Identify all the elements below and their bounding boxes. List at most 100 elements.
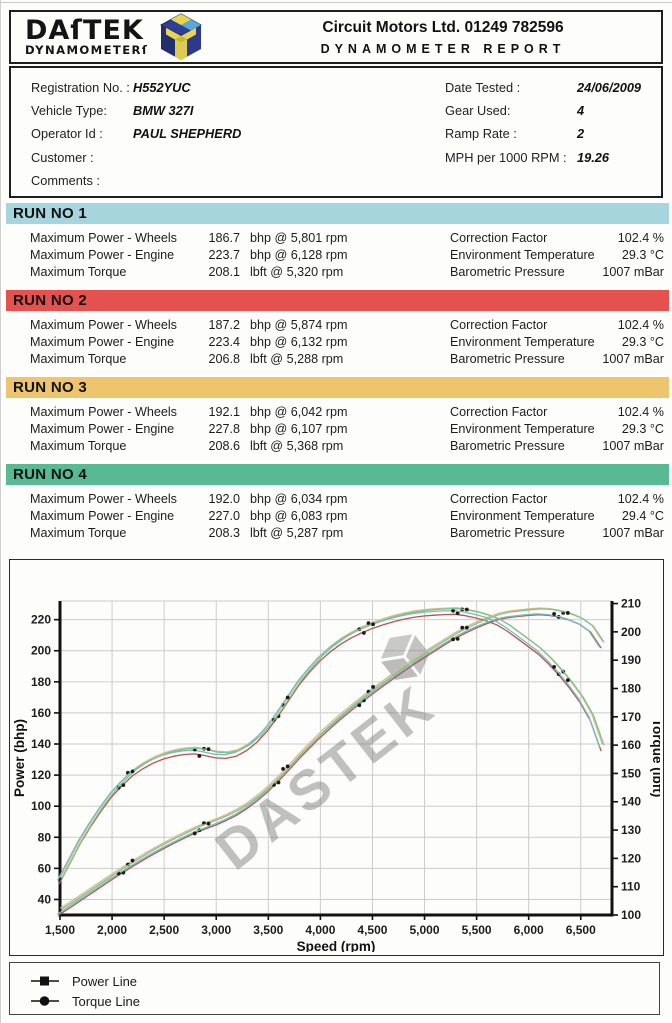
svg-text:5,000: 5,000 — [410, 923, 440, 937]
info-gear-used: Gear Used: 4 — [445, 103, 585, 118]
svg-text:60: 60 — [38, 861, 52, 875]
metric-row: Maximum Power - Engine 227.8 bhp @ 6,107 r… — [30, 421, 348, 436]
dastek-watermark: DASTEK — [204, 672, 448, 882]
metric-row: Maximum Power - Wheels 186.7 bhp @ 5,801 r… — [30, 230, 348, 245]
svg-text:120: 120 — [621, 851, 641, 865]
condition-row: Barometric Pressure 1007 mBar — [450, 438, 664, 453]
report-header: DAſTEK DYNAMOMETERſ Circuit Motors Ltd. … — [9, 10, 663, 64]
svg-text:140: 140 — [31, 737, 51, 751]
svg-text:40: 40 — [38, 892, 52, 906]
power-line-run-1 — [57, 613, 601, 915]
svg-text:80: 80 — [38, 830, 52, 844]
condition-row: Correction Factor 102.4 % — [450, 404, 664, 419]
dastek-logo: DAſTEK DYNAMOMETERſ — [11, 13, 235, 61]
metric-row: Maximum Power - Wheels 187.2 bhp @ 5,874 r… — [30, 317, 348, 332]
info-date-tested: Date Tested :24/06/2009 — [445, 80, 642, 95]
torque-line-marker-icon — [31, 996, 59, 1006]
condition-row: Barometric Pressure 1007 mBar — [450, 351, 664, 366]
torque-line-run-2 — [58, 613, 602, 885]
info-operator: Operator Id : PAUL SHEPHERD — [31, 126, 242, 141]
svg-text:160: 160 — [621, 738, 641, 752]
svg-text:6,500: 6,500 — [566, 923, 596, 937]
vehicle-info-box: Registration No. : H552YUC Vehicle Type: B… — [9, 66, 663, 198]
svg-text:180: 180 — [621, 681, 641, 695]
condition-row: Correction Factor 102.4 % — [450, 491, 664, 506]
logo-wordmark: DAſTEK — [25, 15, 144, 47]
condition-row: Barometric Pressure 1007 mBar — [450, 264, 664, 279]
metric-row: Maximum Power - Engine 223.7 bhp @ 6,128 r… — [30, 247, 348, 262]
run-header-bar: RUN NO 3 — [6, 377, 669, 398]
y-axis-label-power: Power (bhp) — [12, 719, 27, 797]
metric-row: Maximum Power - Wheels 192.1 bhp @ 6,042 r… — [30, 404, 348, 419]
power-torque-chart: DASTEK 40 60 80 100 120 140 160 180 200 220 100 110 1… — [12, 597, 665, 954]
svg-text:110: 110 — [621, 880, 641, 894]
power-line-run-3 — [60, 607, 603, 909]
svg-text:4,000: 4,000 — [305, 923, 335, 937]
condition-row: Correction Factor 102.4 % — [450, 230, 664, 245]
legend-power-line: Power Line — [10, 971, 659, 991]
info-customer: Customer : — [31, 150, 94, 165]
run-header-bar: RUN NO 1 — [6, 203, 669, 224]
run-header-bar: RUN NO 4 — [6, 464, 669, 485]
metric-row: Maximum Torque 208.1 lbft @ 5,320 rpm — [30, 264, 344, 279]
svg-text:3,500: 3,500 — [253, 923, 283, 937]
svg-text:180: 180 — [31, 675, 51, 689]
condition-row: Environment Temperature 29.3 °C — [450, 334, 664, 349]
svg-text:100: 100 — [621, 908, 641, 922]
condition-row: Environment Temperature 29.3 °C — [450, 247, 664, 262]
info-comments: Comments : — [31, 173, 100, 188]
svg-text:200: 200 — [621, 625, 641, 639]
run-section-1: RUN NO 1 Maximum Power - Wheels 186.7 bhp @… — [6, 203, 669, 290]
metric-row: Maximum Power - Engine 227.0 bhp @ 6,083 r… — [30, 508, 348, 523]
svg-text:6,000: 6,000 — [514, 923, 544, 937]
company-title: Circuit Motors Ltd. 01249 782596 — [322, 18, 564, 36]
chart-legend: Power Line Torque Line — [9, 962, 660, 1015]
run-sections: RUN NO 1 Maximum Power - Wheels 186.7 bhp @… — [6, 203, 669, 551]
metric-row: Maximum Torque 206.8 lbft @ 5,288 rpm — [30, 351, 344, 366]
svg-text:3,000: 3,000 — [201, 923, 231, 937]
svg-text:200: 200 — [31, 644, 51, 658]
svg-text:190: 190 — [621, 653, 641, 667]
power-line-run-4 — [61, 608, 605, 910]
svg-text:220: 220 — [31, 613, 51, 627]
metric-row: Maximum Power - Engine 223.4 bhp @ 6,132 r… — [30, 334, 348, 349]
info-vehicle-type: Vehicle Type: BMW 327I — [31, 103, 194, 118]
svg-text:5,500: 5,500 — [462, 923, 492, 937]
info-mph-per-1000rpm: MPH per 1000 RPM :19.26 — [445, 150, 610, 165]
power-line-marker-icon — [31, 976, 59, 986]
x-axis-label: Speed (rpm) — [297, 939, 376, 952]
info-registration: Registration No. : H552YUC — [31, 80, 191, 95]
svg-text:170: 170 — [621, 710, 641, 724]
svg-text:1,500: 1,500 — [45, 923, 75, 937]
logo-subtitle: DYNAMOMETERſ — [25, 43, 149, 58]
svg-text:150: 150 — [621, 766, 641, 780]
dastek-cube-icon — [160, 13, 203, 60]
report-title: DYNAMOMETER REPORT — [320, 41, 566, 56]
legend-torque-line: Torque Line — [10, 991, 659, 1011]
svg-text:140: 140 — [621, 795, 641, 809]
dyno-chart: DASTEK 40 60 80 100 120 140 160 180 200 220 100 110 1… — [9, 559, 665, 956]
metric-row: Maximum Power - Wheels 192.0 bhp @ 6,034 r… — [30, 491, 348, 506]
metric-row: Maximum Torque 208.6 lbft @ 5,368 rpm — [30, 438, 344, 453]
svg-text:100: 100 — [31, 799, 51, 813]
y-axis-label-torque: Torque (lbft) — [650, 719, 660, 797]
info-ramp-rate: Ramp Rate :2 — [445, 126, 585, 141]
torque-line-run-4 — [61, 607, 605, 879]
condition-row: Correction Factor 102.4 % — [450, 317, 664, 332]
run-section-2: RUN NO 2 Maximum Power - Wheels 187.2 bhp @… — [6, 290, 669, 377]
svg-text:2,500: 2,500 — [149, 923, 179, 937]
svg-text:120: 120 — [31, 768, 51, 782]
metric-row: Maximum Torque 208.3 lbft @ 5,287 rpm — [30, 525, 344, 540]
run-header-bar: RUN NO 2 — [6, 290, 669, 311]
svg-text:160: 160 — [31, 706, 51, 720]
condition-row: Environment Temperature 29.3 °C — [450, 421, 664, 436]
power-line-run-2 — [58, 614, 602, 916]
svg-text:2,000: 2,000 — [97, 923, 127, 937]
svg-text:130: 130 — [621, 823, 641, 837]
run-section-4: RUN NO 4 Maximum Power - Wheels 192.0 bhp @… — [6, 464, 669, 551]
condition-row: Barometric Pressure 1007 mBar — [450, 525, 664, 540]
run-section-3: RUN NO 3 Maximum Power - Wheels 192.1 bhp @… — [6, 377, 669, 464]
condition-row: Environment Temperature 29.4 °C — [450, 508, 664, 523]
svg-text:210: 210 — [621, 597, 641, 611]
